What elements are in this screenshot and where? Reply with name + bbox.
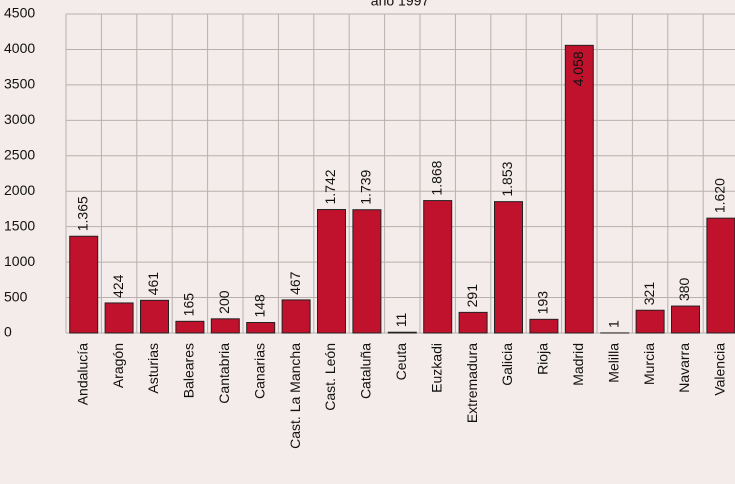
x-tick-label: Navarra: [676, 343, 692, 393]
bar: [69, 235, 99, 334]
bar: [635, 309, 665, 334]
x-tick-label: Cataluña: [358, 343, 374, 399]
x-tick-label: Aragón: [110, 343, 126, 388]
bar: [281, 299, 311, 334]
bar: [104, 302, 134, 334]
value-label: 200: [216, 290, 232, 314]
x-tick-label: Valencia: [712, 343, 728, 396]
x-tick-label: Extremadura: [464, 343, 480, 423]
x-tick-label: Canarias: [251, 343, 267, 399]
y-tick-label: 500: [4, 288, 28, 304]
bar: [246, 322, 276, 334]
value-label: 148: [251, 294, 267, 318]
x-tick-label: Rioja: [535, 343, 551, 375]
y-tick-label: 4000: [4, 40, 35, 56]
y-tick-label: 2000: [4, 182, 35, 198]
x-tick-label: Cantabria: [216, 343, 232, 404]
x-tick-label: Cast. La Mancha: [287, 343, 303, 449]
y-tick-label: 3000: [4, 111, 35, 127]
value-label: 1.620: [712, 178, 728, 213]
x-tick-label: Melilla: [605, 343, 621, 383]
value-label: 424: [110, 274, 126, 298]
value-label: 1.365: [74, 196, 90, 231]
bar: [210, 318, 240, 334]
x-tick-label: Murcia: [641, 343, 657, 385]
bar: [140, 299, 169, 334]
x-tick-label: Asturias: [145, 343, 161, 394]
x-tick-label: Baleares: [181, 343, 197, 398]
x-tick-label: Euzkadi: [428, 343, 444, 393]
x-tick-label: Madrid: [570, 343, 586, 386]
y-tick-label: 3500: [4, 76, 35, 92]
value-label: 1.853: [499, 161, 515, 196]
bar: [423, 200, 453, 334]
y-tick-label: 1500: [4, 217, 35, 233]
bar: [494, 201, 523, 334]
chart-title: año 1997: [371, 0, 430, 9]
value-label: 291: [464, 284, 480, 308]
y-tick-label: 1000: [4, 253, 35, 269]
bar: [317, 209, 346, 334]
bar: [671, 305, 700, 334]
value-label: 193: [535, 291, 551, 315]
x-tick-label: Cast. León: [322, 343, 338, 411]
value-label: 321: [641, 282, 657, 306]
bar: [529, 318, 559, 334]
bar: [706, 217, 735, 334]
value-label: 11: [393, 312, 409, 327]
bar: [352, 209, 382, 334]
bar: [458, 311, 488, 334]
y-tick-label: 4500: [4, 5, 35, 21]
value-label: 165: [181, 293, 197, 317]
x-tick-label: Ceuta: [393, 343, 409, 381]
bar: [564, 44, 594, 334]
value-label: 4.058: [570, 51, 586, 86]
value-label: 461: [145, 272, 161, 296]
value-label: 467: [287, 271, 303, 295]
y-tick-label: 2500: [4, 146, 35, 162]
x-tick-label: Galicia: [499, 343, 515, 386]
value-label: 1.739: [358, 169, 374, 204]
bar: [387, 331, 417, 334]
value-label: 380: [676, 277, 692, 301]
value-label: 1: [605, 320, 621, 328]
y-tick-label: 0: [4, 324, 12, 340]
x-tick-label: Andalucía: [74, 343, 90, 405]
bar: [175, 320, 205, 334]
value-label: 1.742: [322, 169, 338, 204]
value-label: 1.868: [428, 160, 444, 195]
